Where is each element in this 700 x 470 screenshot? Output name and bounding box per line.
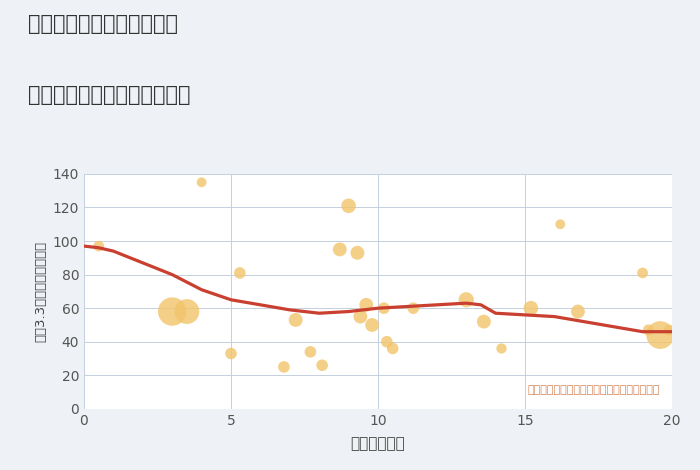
- Point: [304, 348, 316, 356]
- Point: [334, 246, 345, 253]
- Point: [93, 243, 104, 250]
- Point: [343, 202, 354, 210]
- Point: [378, 305, 389, 312]
- Text: 岐阜県関市武芸川町八幡の: 岐阜県関市武芸川町八幡の: [28, 14, 178, 34]
- Point: [554, 220, 566, 228]
- Text: 駅距離別中古マンション価格: 駅距離別中古マンション価格: [28, 85, 190, 105]
- Point: [196, 179, 207, 186]
- Y-axis label: 坪（3.3㎡）単価（万円）: 坪（3.3㎡）単価（万円）: [34, 241, 47, 342]
- Point: [367, 321, 378, 329]
- Point: [181, 308, 193, 315]
- Point: [355, 313, 366, 321]
- Point: [478, 318, 489, 325]
- Point: [167, 308, 178, 315]
- Point: [525, 305, 536, 312]
- Point: [643, 326, 654, 334]
- Point: [664, 326, 675, 334]
- Point: [573, 308, 584, 315]
- Point: [316, 361, 328, 369]
- Point: [234, 269, 246, 277]
- Point: [279, 363, 290, 371]
- Point: [654, 331, 666, 339]
- Point: [387, 345, 398, 352]
- Point: [225, 350, 237, 357]
- Point: [407, 305, 419, 312]
- Text: 円の大きさは、取引のあった物件面積を示す: 円の大きさは、取引のあった物件面積を示す: [528, 385, 660, 395]
- Point: [360, 301, 372, 309]
- Point: [496, 345, 507, 352]
- Point: [352, 249, 363, 257]
- Point: [461, 296, 472, 304]
- X-axis label: 駅距離（分）: 駅距離（分）: [351, 436, 405, 451]
- Point: [637, 269, 648, 277]
- Point: [382, 338, 393, 345]
- Point: [290, 316, 301, 324]
